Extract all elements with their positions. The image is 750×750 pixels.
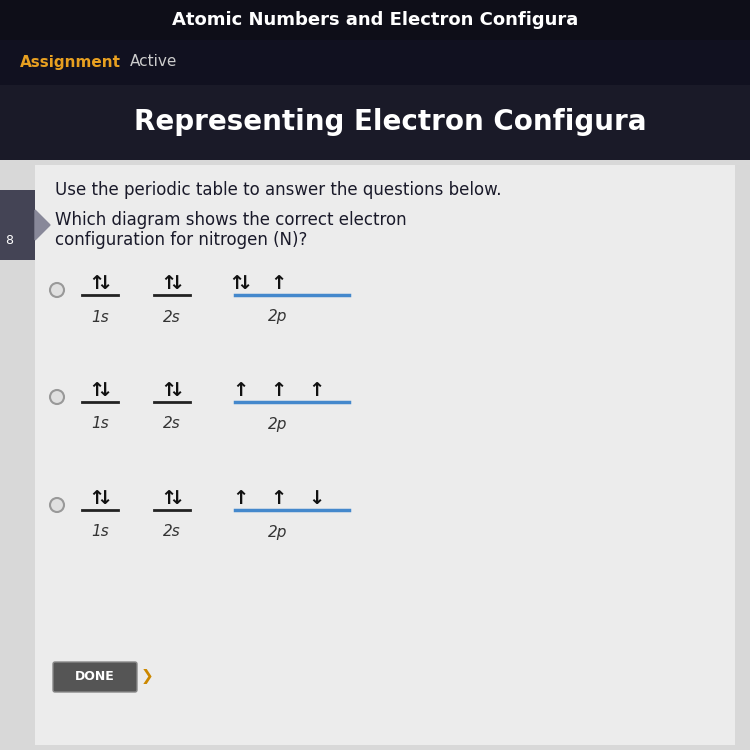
Text: ↓: ↓ [168, 274, 184, 293]
Text: ↑: ↑ [308, 381, 324, 400]
Text: 8: 8 [5, 233, 13, 247]
Bar [0, 85, 750, 160]
FancyBboxPatch shape [53, 662, 137, 692]
Text: Representing Electron Configura: Representing Electron Configura [134, 108, 646, 136]
Text: 2p: 2p [268, 416, 288, 431]
Text: ↑: ↑ [160, 381, 176, 400]
Text: ↓: ↓ [96, 274, 112, 293]
Text: Use the periodic table to answer the questions below.: Use the periodic table to answer the que… [55, 181, 502, 199]
Text: ↑: ↑ [232, 489, 248, 508]
Circle shape [50, 390, 64, 404]
Circle shape [50, 498, 64, 512]
Text: ↑: ↑ [88, 381, 104, 400]
Text: ↓: ↓ [308, 489, 324, 508]
Text: 2s: 2s [164, 416, 181, 431]
Text: DONE: DONE [75, 670, 115, 683]
Text: ↑: ↑ [270, 274, 286, 293]
Bar [0, 40, 750, 85]
Text: Assignment: Assignment [20, 55, 121, 70]
Bar [0, 160, 750, 750]
Text: Atomic Numbers and Electron Configura: Atomic Numbers and Electron Configura [172, 11, 578, 29]
Text: ↑: ↑ [228, 274, 244, 293]
Text: ↓: ↓ [168, 489, 184, 508]
Text: Which diagram shows the correct electron: Which diagram shows the correct electron [55, 211, 406, 229]
Text: 1s: 1s [92, 524, 109, 539]
Text: ↑: ↑ [232, 381, 248, 400]
Polygon shape [35, 210, 50, 240]
Text: ↑: ↑ [88, 489, 104, 508]
Text: ↑: ↑ [270, 489, 286, 508]
Bar [0, 190, 35, 260]
Text: configuration for nitrogen (N)?: configuration for nitrogen (N)? [55, 231, 308, 249]
Text: 2p: 2p [268, 310, 288, 325]
Text: ↑: ↑ [270, 381, 286, 400]
Text: ❯: ❯ [141, 670, 153, 685]
Circle shape [50, 283, 64, 297]
Text: 1s: 1s [92, 310, 109, 325]
Text: 2s: 2s [164, 524, 181, 539]
Text: ↓: ↓ [168, 381, 184, 400]
Text: Active: Active [130, 55, 177, 70]
Text: 1s: 1s [92, 416, 109, 431]
Bar [0, 0, 750, 40]
Text: ↑: ↑ [88, 274, 104, 293]
Text: ↓: ↓ [96, 381, 112, 400]
Text: ↓: ↓ [236, 274, 252, 293]
Text: ↓: ↓ [96, 489, 112, 508]
Text: 2p: 2p [268, 524, 288, 539]
Bar [35, 165, 735, 745]
Text: 2s: 2s [164, 310, 181, 325]
Text: ↑: ↑ [160, 274, 176, 293]
Text: ↑: ↑ [160, 489, 176, 508]
